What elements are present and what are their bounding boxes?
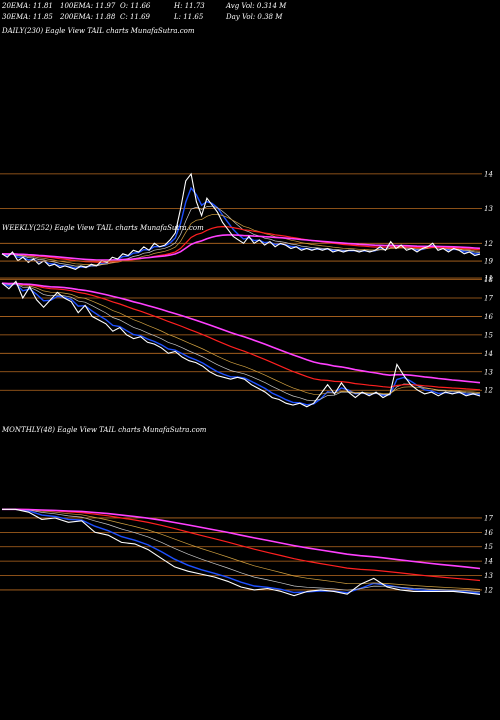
- moving-average-line: [1, 213, 481, 266]
- ema200-label: 200EMA: 11.88: [60, 13, 116, 21]
- moving-average-line: [2, 508, 481, 590]
- moving-average-line: [1, 282, 481, 384]
- moving-average-line: [2, 508, 481, 594]
- moving-average-line: [2, 508, 481, 582]
- y-tick-label: 19: [484, 258, 493, 266]
- ema20-label: 20EMA: 11.81: [2, 2, 53, 10]
- day-vol-label: Day Vol: 0.38 M: [226, 13, 283, 21]
- y-tick-label: 14: [484, 558, 493, 566]
- y-tick-label: 12: [484, 586, 493, 594]
- high-label: H: 11.73: [174, 2, 205, 10]
- y-tick-label: 16: [484, 529, 493, 537]
- daily-panel-title: DAILY(230) Eagle View TAIL charts Munafa…: [2, 27, 195, 35]
- avg-vol-label: Avg Vol: 0.314 M: [226, 2, 287, 10]
- ema30-label: 30EMA: 11.85: [2, 13, 53, 21]
- y-tick-label: 11: [484, 275, 493, 283]
- monthly-panel-title: MONTHLY(48) Eagle View TAIL charts Munaf…: [2, 426, 207, 434]
- y-tick-label: 14: [484, 350, 493, 358]
- y-tick-label: 15: [484, 543, 493, 551]
- y-tick-label: 18: [484, 276, 493, 284]
- y-tick-label: 13: [484, 368, 493, 376]
- price-line: [1, 172, 481, 271]
- moving-average-line: [2, 508, 481, 593]
- y-tick-label: 14: [484, 170, 493, 178]
- y-tick-label: 13: [484, 205, 493, 213]
- y-tick-label: 13: [484, 572, 493, 580]
- y-tick-label: 12: [484, 240, 493, 248]
- price-line: [2, 508, 481, 597]
- moving-average-line: [1, 282, 481, 391]
- moving-average-line: [1, 282, 481, 395]
- open-label: O: 11.66: [120, 2, 151, 10]
- ema100-label: 100EMA: 11.97: [60, 2, 116, 10]
- y-tick-label: 17: [484, 294, 493, 302]
- weekly-panel-title: WEEKLY(252) Eagle View TAIL charts Munaf…: [2, 224, 204, 232]
- close-label: C: 11.69: [120, 13, 150, 21]
- y-tick-label: 15: [484, 331, 493, 339]
- y-tick-label: 17: [484, 514, 493, 522]
- y-tick-label: 16: [484, 313, 493, 321]
- moving-average-line: [2, 508, 481, 570]
- moving-average-line: [1, 282, 481, 406]
- price-line: [1, 280, 481, 408]
- y-tick-label: 12: [484, 387, 493, 395]
- low-label: L: 11.65: [174, 13, 204, 21]
